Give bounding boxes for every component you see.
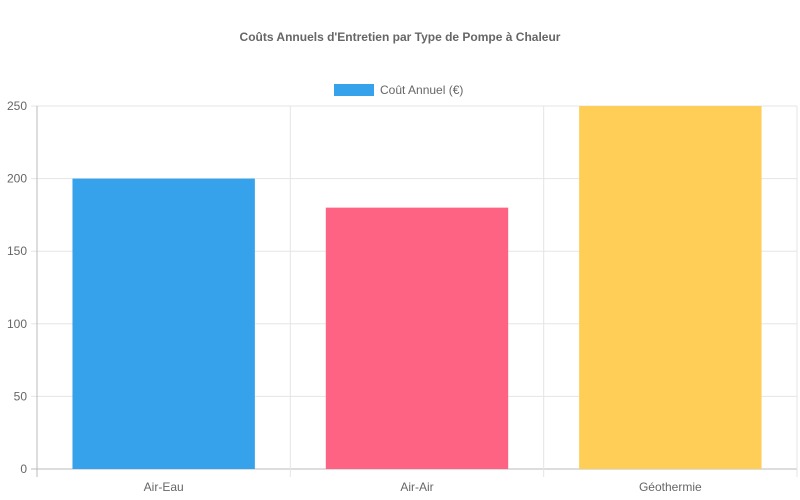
bars bbox=[72, 106, 762, 469]
x-tick-label: Air-Air bbox=[400, 480, 433, 494]
y-tick-label: 0 bbox=[20, 462, 27, 476]
y-tick-label: 250 bbox=[7, 99, 27, 113]
tick-labels: 0 50 100 150 200 250 Air-Eau Air-Air Géothermie bbox=[7, 99, 702, 494]
legend[interactable]: Coût Annuel (€) bbox=[334, 83, 463, 97]
y-tick-label: 50 bbox=[14, 389, 28, 403]
y-tick-label: 100 bbox=[7, 317, 27, 331]
bar-air-eau bbox=[72, 178, 255, 469]
legend-label: Coût Annuel (€) bbox=[380, 83, 463, 97]
bar-g-othermie bbox=[579, 106, 762, 469]
bar-air-air bbox=[325, 207, 509, 469]
y-tick-label: 150 bbox=[7, 244, 27, 258]
x-tick-label: Air-Eau bbox=[144, 480, 184, 494]
y-tick-label: 200 bbox=[7, 172, 27, 186]
legend-swatch bbox=[334, 84, 374, 96]
chart-title: Coûts Annuels d'Entretien par Type de Po… bbox=[240, 30, 561, 44]
x-tick-label: Géothermie bbox=[639, 480, 702, 494]
